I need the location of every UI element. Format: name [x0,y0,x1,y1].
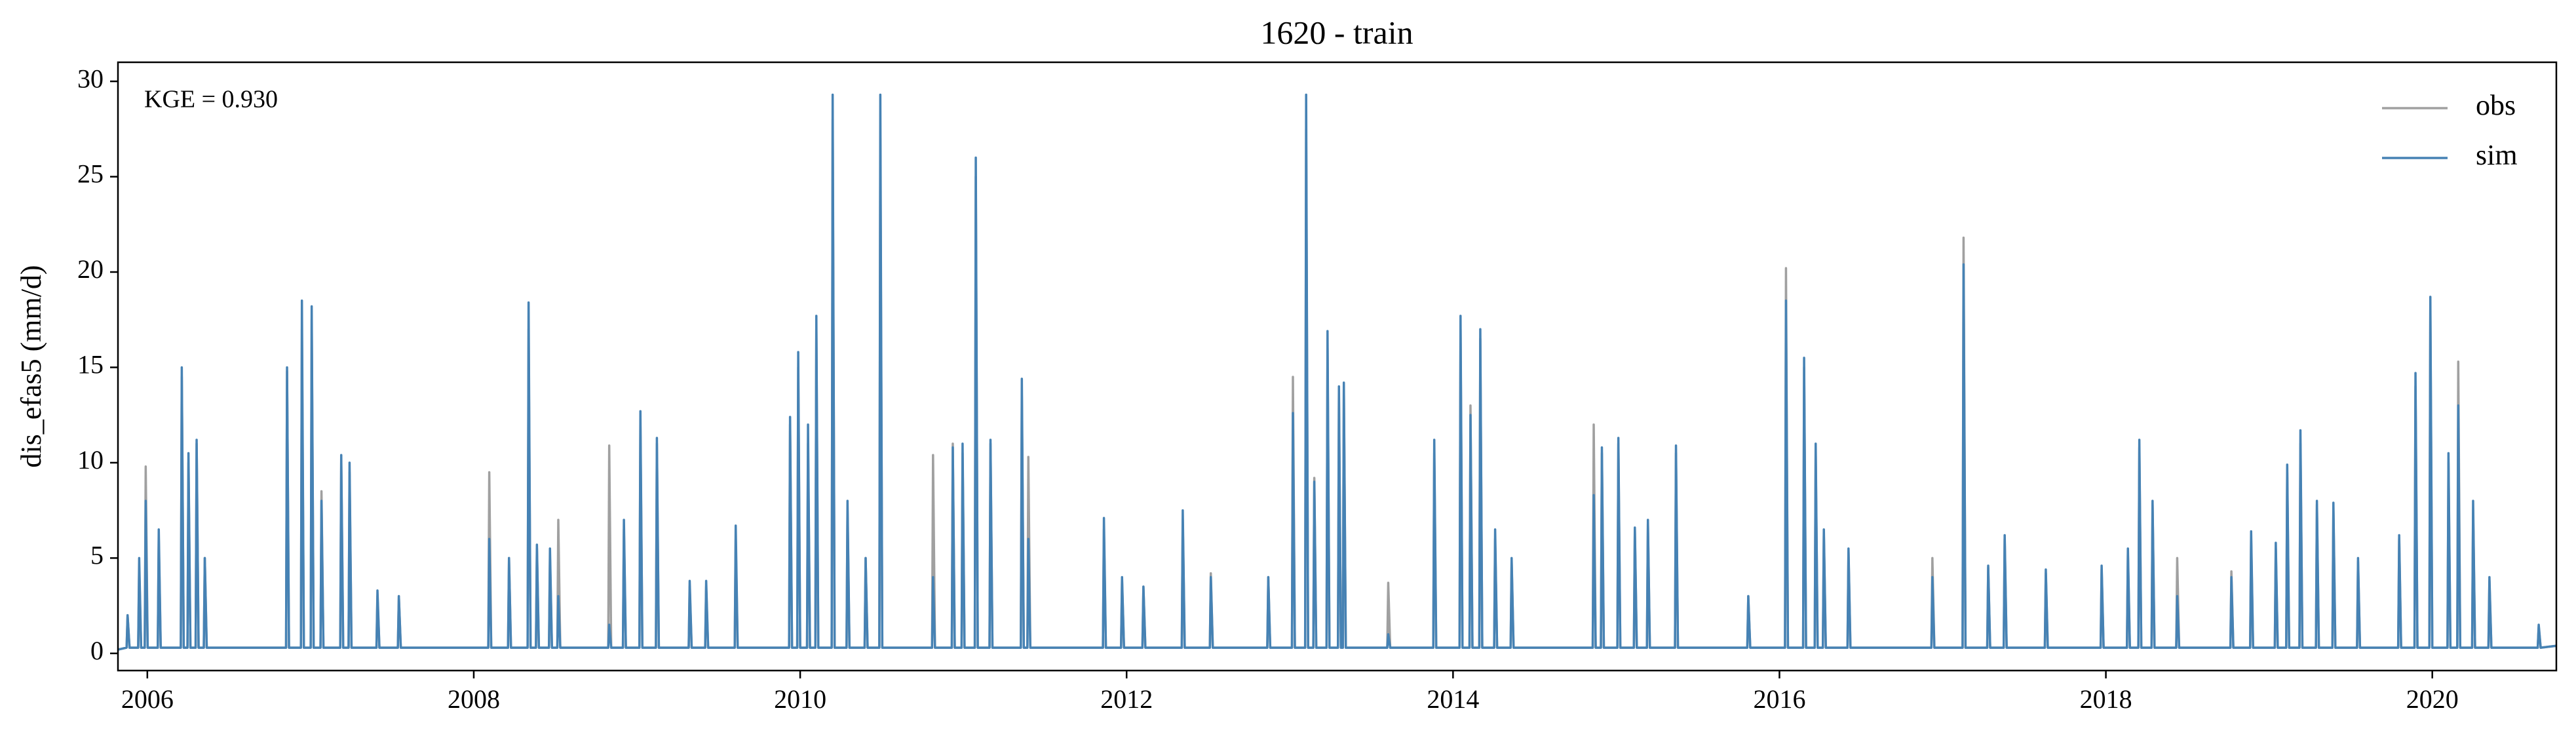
x-tick-label: 2016 [1753,684,1805,714]
y-tick-label: 10 [77,445,104,475]
y-tick-label: 5 [90,541,104,570]
legend-label: obs [2476,89,2516,121]
chart-title: 1620 - train [1260,14,1413,50]
x-tick-label: 2018 [2080,684,2132,714]
series-line [118,93,2556,651]
annotation: KGE = 0.930 [144,86,278,113]
y-tick-label: 0 [90,636,104,665]
y-axis-label: dis_efas5 (mm/d) [15,265,47,467]
x-tick-label: 2020 [2406,684,2459,714]
y-tick-label: 15 [77,350,104,380]
x-tick-label: 2012 [1100,684,1153,714]
y-tick-label: 20 [77,254,104,284]
y-tick-label: 30 [77,64,104,93]
x-tick-label: 2010 [774,684,826,714]
legend-label: sim [2476,139,2518,171]
x-tick-label: 2014 [1427,684,1479,714]
x-tick-label: 2006 [121,684,174,714]
x-tick-label: 2008 [448,684,500,714]
y-tick-label: 25 [77,159,104,189]
plot-frame [117,61,2558,672]
